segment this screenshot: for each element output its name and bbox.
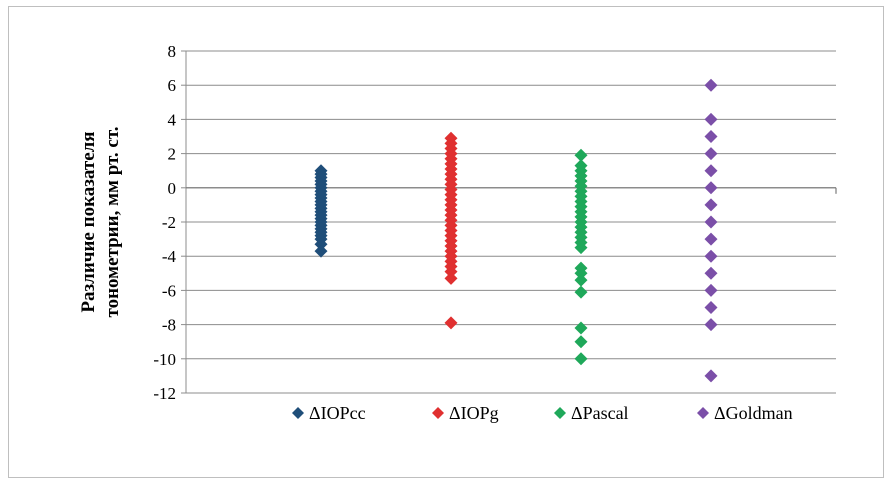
y-tick-label: -10 [153,350,176,369]
y-tick-label: 2 [168,145,177,164]
data-point [574,148,588,162]
data-point [704,369,718,383]
y-tick-label: 0 [168,179,177,198]
data-point [574,266,588,280]
legend-marker [554,407,566,419]
data-point [704,164,718,178]
data-point [704,301,718,314]
data-point [574,273,588,287]
gridlines [186,50,836,394]
data-point [444,265,458,279]
data-points [314,78,718,383]
data-point [704,147,718,161]
legend-label: ΔIOPcc [309,403,366,423]
y-tick-label: -6 [162,281,176,300]
data-point [704,130,718,143]
legend: ΔIOPcc ΔIOPg ΔPascal ΔGoldman [292,403,793,423]
data-point [704,318,718,332]
data-point [574,241,588,255]
data-point [704,266,718,280]
legend-marker [697,407,709,419]
y-axis-label-line-1: Различие показателя [78,131,99,312]
data-point [444,316,458,330]
legend-marker [432,407,444,419]
y-tick-label: -8 [162,316,176,335]
data-point [704,232,718,246]
data-point [574,321,588,335]
y-tick-label: 6 [168,76,177,95]
data-point [704,215,718,229]
data-point [574,285,588,299]
data-point [314,244,328,258]
legend-label: ΔGoldman [714,403,793,423]
y-tick-label: -2 [162,213,176,232]
data-point [574,335,588,349]
data-point [704,283,718,297]
data-point [704,112,718,126]
data-point [574,352,588,366]
data-point [314,237,328,251]
chart-frame [8,6,884,478]
y-tick-label: 4 [168,110,177,129]
legend-label: ΔIOPg [449,403,499,423]
data-point [704,198,718,212]
legend-marker [292,407,304,419]
y-tick-label: -4 [162,247,177,266]
y-tick-label: -12 [153,384,176,403]
data-point [444,271,458,285]
y-axis-label-line-2: тонометрии, мм рт. ст. [102,126,123,317]
data-point [704,181,718,195]
y-tick-labels: 8 6 4 2 0 -2 -4 -6 -8 -10 -12 [153,42,186,403]
y-tick-label: 8 [168,42,177,61]
data-point [704,78,718,92]
legend-label: ΔPascal [571,403,629,423]
data-point [704,249,718,263]
